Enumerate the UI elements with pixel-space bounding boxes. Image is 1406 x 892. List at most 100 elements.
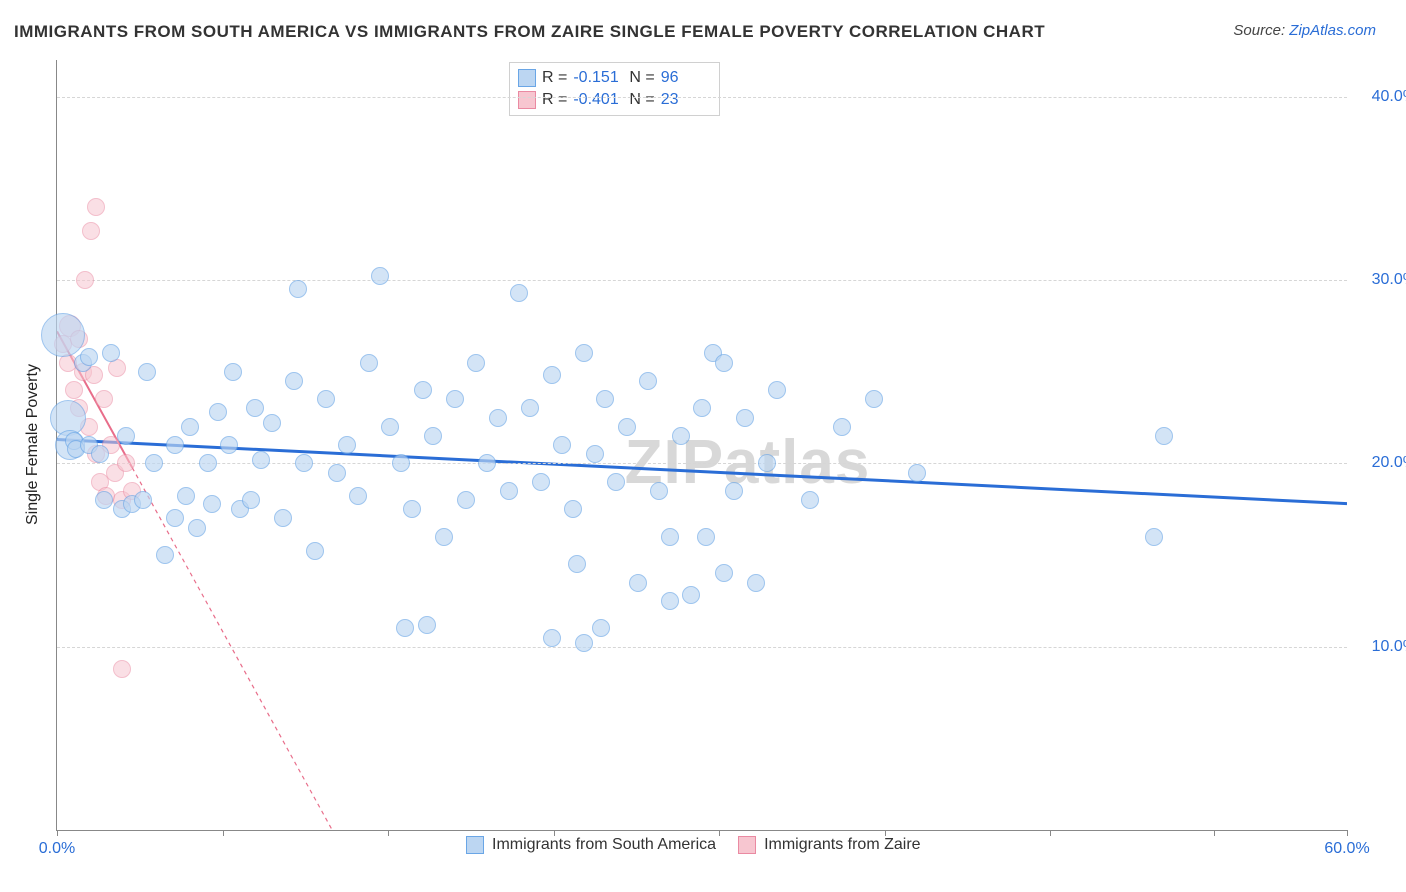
x-tick bbox=[1347, 830, 1348, 836]
x-tick bbox=[388, 830, 389, 836]
data-point-south-america bbox=[435, 528, 453, 546]
data-point-south-america bbox=[371, 267, 389, 285]
data-point-south-america bbox=[252, 451, 270, 469]
data-point-south-america bbox=[629, 574, 647, 592]
data-point-south-america bbox=[865, 390, 883, 408]
data-point-south-america bbox=[242, 491, 260, 509]
y-tick-label: 10.0% bbox=[1357, 638, 1406, 656]
data-point-south-america bbox=[747, 574, 765, 592]
data-point-south-america bbox=[801, 491, 819, 509]
x-tick bbox=[1050, 830, 1051, 836]
source-link[interactable]: ZipAtlas.com bbox=[1289, 22, 1376, 39]
data-point-south-america bbox=[166, 436, 184, 454]
data-point-south-america bbox=[403, 500, 421, 518]
data-point-south-america bbox=[575, 344, 593, 362]
data-point-south-america bbox=[181, 418, 199, 436]
data-point-south-america bbox=[220, 436, 238, 454]
data-point-south-america bbox=[199, 454, 217, 472]
source-attribution: Source: ZipAtlas.com bbox=[1233, 22, 1376, 39]
data-point-south-america bbox=[661, 592, 679, 610]
gridline-horizontal bbox=[57, 463, 1347, 464]
data-point-south-america bbox=[457, 491, 475, 509]
chart-title: IMMIGRANTS FROM SOUTH AMERICA VS IMMIGRA… bbox=[14, 22, 1045, 42]
data-point-south-america bbox=[80, 348, 98, 366]
stats-row-south-america: R = -0.151 N = 96 bbox=[518, 67, 711, 89]
data-point-south-america bbox=[618, 418, 636, 436]
data-point-south-america bbox=[500, 482, 518, 500]
data-point-south-america bbox=[392, 454, 410, 472]
data-point-south-america bbox=[306, 542, 324, 560]
y-tick-label: 40.0% bbox=[1357, 88, 1406, 106]
trend-line bbox=[132, 468, 332, 830]
legend-label: Immigrants from South America bbox=[492, 836, 716, 854]
n-value-south-america: 96 bbox=[661, 67, 711, 89]
data-point-south-america bbox=[758, 454, 776, 472]
n-value-zaire: 23 bbox=[661, 89, 711, 111]
data-point-zaire bbox=[87, 198, 105, 216]
data-point-south-america bbox=[736, 409, 754, 427]
data-point-south-america bbox=[568, 555, 586, 573]
data-point-south-america bbox=[396, 619, 414, 637]
x-tick bbox=[57, 830, 58, 836]
data-point-south-america bbox=[188, 519, 206, 537]
data-point-south-america bbox=[682, 586, 700, 604]
swatch-zaire bbox=[518, 91, 536, 109]
data-point-south-america bbox=[166, 509, 184, 527]
data-point-south-america bbox=[697, 528, 715, 546]
data-point-south-america bbox=[285, 372, 303, 390]
data-point-south-america bbox=[596, 390, 614, 408]
swatch-zaire bbox=[738, 836, 756, 854]
data-point-zaire bbox=[113, 660, 131, 678]
series-legend: Immigrants from South America Immigrants… bbox=[466, 836, 921, 854]
legend-label: Immigrants from Zaire bbox=[764, 836, 920, 854]
data-point-south-america bbox=[263, 414, 281, 432]
data-point-south-america bbox=[134, 491, 152, 509]
data-point-south-america bbox=[586, 445, 604, 463]
x-tick bbox=[1214, 830, 1215, 836]
n-label: N = bbox=[629, 67, 654, 89]
data-point-south-america bbox=[725, 482, 743, 500]
data-point-south-america bbox=[1155, 427, 1173, 445]
data-point-south-america bbox=[289, 280, 307, 298]
r-value-south-america: -0.151 bbox=[573, 67, 623, 89]
data-point-south-america bbox=[575, 634, 593, 652]
data-point-south-america bbox=[349, 487, 367, 505]
data-point-south-america bbox=[381, 418, 399, 436]
data-point-south-america bbox=[478, 454, 496, 472]
data-point-south-america bbox=[203, 495, 221, 513]
data-point-south-america bbox=[446, 390, 464, 408]
y-axis-title: Single Female Poverty bbox=[24, 364, 42, 525]
data-point-south-america bbox=[833, 418, 851, 436]
data-point-south-america bbox=[41, 313, 85, 357]
data-point-south-america bbox=[209, 403, 227, 421]
data-point-south-america bbox=[360, 354, 378, 372]
y-tick-label: 20.0% bbox=[1357, 454, 1406, 472]
data-point-south-america bbox=[414, 381, 432, 399]
gridline-horizontal bbox=[57, 280, 1347, 281]
data-point-south-america bbox=[564, 500, 582, 518]
r-value-zaire: -0.401 bbox=[573, 89, 623, 111]
x-tick-label: 0.0% bbox=[39, 840, 75, 858]
data-point-zaire bbox=[117, 454, 135, 472]
gridline-horizontal bbox=[57, 647, 1347, 648]
data-point-south-america bbox=[715, 564, 733, 582]
data-point-south-america bbox=[95, 491, 113, 509]
data-point-south-america bbox=[1145, 528, 1163, 546]
legend-item-south-america: Immigrants from South America bbox=[466, 836, 716, 854]
data-point-south-america bbox=[661, 528, 679, 546]
data-point-south-america bbox=[328, 464, 346, 482]
data-point-south-america bbox=[543, 366, 561, 384]
trend-lines-layer bbox=[57, 60, 1347, 830]
y-tick-label: 30.0% bbox=[1357, 271, 1406, 289]
data-point-south-america bbox=[715, 354, 733, 372]
data-point-south-america bbox=[295, 454, 313, 472]
data-point-zaire bbox=[82, 222, 100, 240]
data-point-south-america bbox=[672, 427, 690, 445]
data-point-zaire bbox=[65, 381, 83, 399]
n-label: N = bbox=[629, 89, 654, 111]
data-point-south-america bbox=[639, 372, 657, 390]
swatch-south-america bbox=[466, 836, 484, 854]
data-point-south-america bbox=[138, 363, 156, 381]
data-point-zaire bbox=[76, 271, 94, 289]
legend-item-zaire: Immigrants from Zaire bbox=[738, 836, 920, 854]
